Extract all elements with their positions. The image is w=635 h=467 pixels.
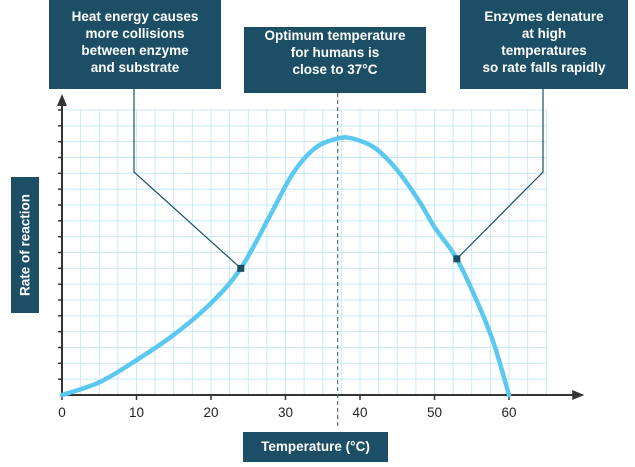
- y-axis-arrow: [57, 94, 67, 106]
- leader-line-denature: [456, 89, 544, 260]
- callout-optimum: Optimum temperature for humans is close …: [244, 27, 426, 93]
- callout-leaders: [133, 89, 544, 428]
- x-tick-label: 60: [501, 405, 516, 420]
- x-tick-label: 20: [203, 405, 218, 420]
- y-axis-label: Rate of reaction: [17, 193, 33, 297]
- x-tick-label: 10: [129, 405, 144, 420]
- x-tick-label: 30: [278, 405, 293, 420]
- x-ticks: 0 10 20 30 40 50 60: [58, 395, 517, 420]
- axes: [57, 94, 585, 400]
- x-axis-arrow: [572, 390, 585, 400]
- x-tick-label: 50: [427, 405, 442, 420]
- leader-line-collisions: [133, 89, 242, 269]
- callout-denature: Enzymes denature at high temperatures so…: [460, 0, 628, 89]
- x-tick-label: 0: [58, 405, 66, 420]
- x-tick-label: 40: [352, 405, 367, 420]
- y-axis-label-box: [11, 177, 39, 313]
- curve-point-marker: [453, 255, 461, 263]
- callout-collisions: Heat energy causes more collisions betwe…: [49, 0, 221, 89]
- grid: [62, 109, 547, 395]
- curve-markers: [237, 255, 461, 272]
- curve-point-marker: [237, 264, 245, 272]
- x-axis-label: Temperature (°C): [243, 432, 388, 462]
